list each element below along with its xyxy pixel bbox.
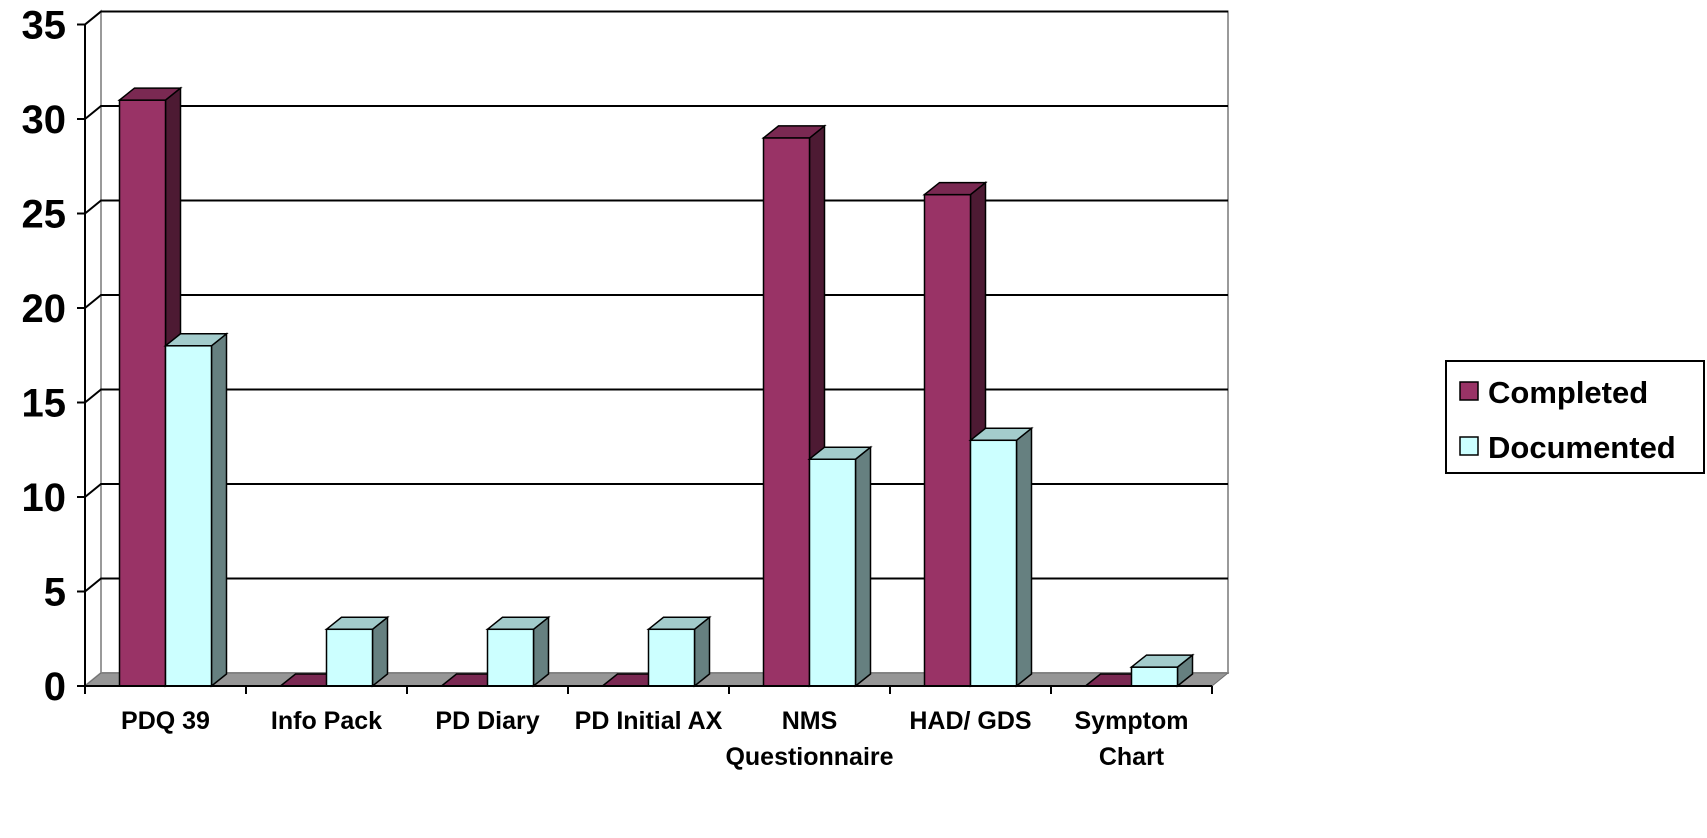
bar-completed xyxy=(922,181,988,688)
x-tick-label: Info Pack xyxy=(271,707,382,735)
bar-documented-top xyxy=(646,616,712,631)
gridline xyxy=(84,10,1228,26)
x-tick-label-line: Symptom xyxy=(1075,707,1189,735)
y-tick-label: 10 xyxy=(22,476,67,520)
x-tick-label-line: Chart xyxy=(1099,743,1165,771)
bar-documented-side xyxy=(854,445,872,688)
x-tick-label: Symptom Chart xyxy=(1075,707,1189,771)
bar-documented xyxy=(646,615,712,688)
bar-documented-front xyxy=(969,439,1018,687)
x-tick-label: NMS Questionnaire xyxy=(725,707,893,771)
bar-documented-top xyxy=(163,333,229,347)
bar-documented xyxy=(485,615,551,688)
bar-documented-top xyxy=(324,616,390,631)
bar-documented-top xyxy=(807,446,873,460)
legend-swatch xyxy=(1459,381,1479,401)
y-tick-label: 20 xyxy=(22,287,67,331)
bar-documented xyxy=(807,445,873,688)
bar-documented-front xyxy=(486,628,535,687)
bar-completed xyxy=(761,124,827,688)
bar-documented-side xyxy=(210,332,228,688)
y-tick-label: 15 xyxy=(22,382,67,426)
x-tick-label-line: Questionnaire xyxy=(725,743,893,771)
bar-completed-front xyxy=(923,193,972,687)
x-tick-label-line: PDQ 39 xyxy=(121,707,210,735)
gridline xyxy=(84,199,1228,215)
bars xyxy=(117,86,1195,688)
bar-documented-front xyxy=(164,345,213,687)
bar-documented-front xyxy=(647,628,696,687)
bar-documented xyxy=(1129,653,1195,688)
x-tick-label: PD Diary xyxy=(435,707,539,735)
y-axis-tick-labels: 0 5 10 15 20 25 30 35 xyxy=(22,4,67,710)
y-tick-label: 30 xyxy=(22,98,67,142)
x-tick-label-line: PD Initial AX xyxy=(575,707,723,735)
axes xyxy=(77,23,1213,694)
bar-completed-top xyxy=(117,87,183,101)
bar-completed-top xyxy=(761,125,827,139)
x-tick-label-line: Info Pack xyxy=(271,707,382,735)
x-tick-label-line: HAD/ GDS xyxy=(909,707,1031,735)
x-tick-label-line: NMS xyxy=(782,707,838,735)
back-wall xyxy=(100,10,1229,674)
y-tick-label: 5 xyxy=(44,571,66,615)
bar-documented-front xyxy=(1130,666,1179,687)
legend-label: Completed xyxy=(1488,375,1648,410)
bar-completed-top xyxy=(922,181,988,196)
bar-documented xyxy=(968,426,1034,688)
x-tick-label-line: PD Diary xyxy=(435,707,539,735)
bar-completed-front xyxy=(762,137,811,687)
y-tick-label: 25 xyxy=(22,193,67,237)
bar-completed-front xyxy=(118,99,167,687)
x-tick-label: HAD/ GDS xyxy=(909,707,1031,735)
gridline xyxy=(84,388,1228,404)
x-tick-label: PD Initial AX xyxy=(575,707,723,735)
bar-documented-top xyxy=(968,427,1034,442)
bar-documented xyxy=(324,615,390,688)
bar-documented-top xyxy=(485,616,551,631)
bar-documented-front xyxy=(325,628,374,687)
bar-documented-front xyxy=(808,458,857,687)
legend-box xyxy=(1445,360,1705,474)
x-tick-label: PDQ 39 xyxy=(121,707,210,735)
chart-walls xyxy=(84,9,1229,689)
y-tick-label: 0 xyxy=(44,665,66,709)
bar-documented-top xyxy=(1129,654,1195,668)
gridline xyxy=(84,294,1228,309)
gridline xyxy=(84,105,1228,120)
legend-swatch xyxy=(1459,436,1479,456)
legend-label: Documented xyxy=(1488,430,1676,465)
bar-documented-side xyxy=(1015,426,1033,688)
legend: Completed Documented xyxy=(1445,360,1705,474)
x-axis-tick-labels: PDQ 39 Info Pack PD Diary PD Initial AX NMS Q… xyxy=(121,707,1188,771)
bar-documented xyxy=(163,332,229,688)
y-tick-label: 35 xyxy=(22,4,67,48)
